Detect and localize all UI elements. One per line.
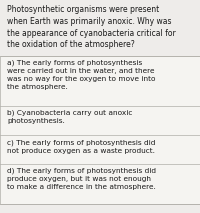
Text: a) The early forms of photosynthesis
were carried out in the water, and there
wa: a) The early forms of photosynthesis wer…	[7, 60, 156, 91]
Text: b) Cyanobacteria carry out anoxic
photosynthesis.: b) Cyanobacteria carry out anoxic photos…	[7, 110, 132, 125]
Bar	[0, 56, 200, 106]
Text: d) The early forms of photosynthesis did
produce oxygen, but it was not enough
t: d) The early forms of photosynthesis did…	[7, 168, 156, 190]
Text: c) The early forms of photosynthesis did
not produce oxygen as a waste product.: c) The early forms of photosynthesis did…	[7, 139, 155, 154]
Text: Photosynthetic organisms were present
when Earth was primarily anoxic. Why was
t: Photosynthetic organisms were present wh…	[7, 5, 176, 49]
Bar	[0, 56, 200, 203]
Bar	[0, 135, 200, 164]
Bar	[0, 106, 200, 135]
Bar	[0, 164, 200, 203]
